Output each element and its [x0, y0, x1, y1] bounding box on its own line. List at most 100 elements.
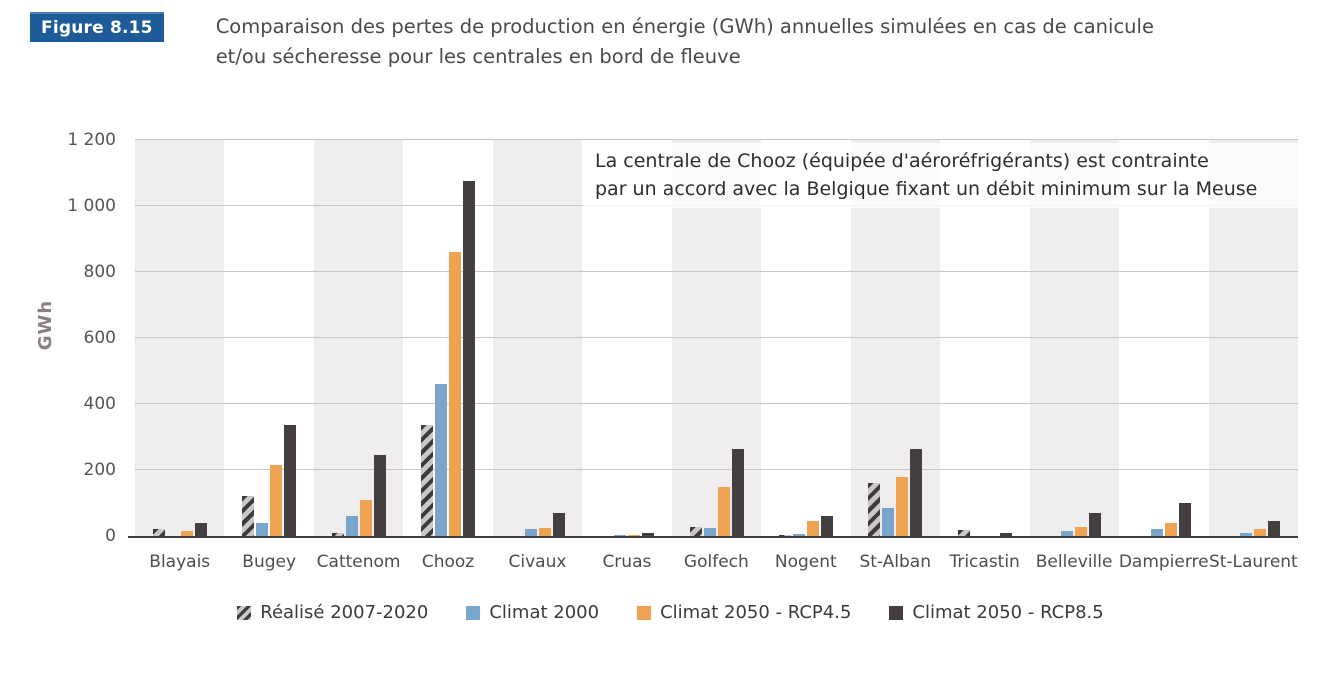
annotation: La centrale de Chooz (équipée d'aéroréfr… — [583, 143, 1333, 208]
bar — [957, 530, 970, 536]
legend-item: Climat 2050 - RCP8.5 — [889, 602, 1104, 623]
x-label-st-laurent: St-Laurent — [1208, 552, 1298, 572]
annotation-line1: La centrale de Chooz (équipée d'aéroréfr… — [595, 150, 1209, 172]
figure-title: Comparaison des pertes de production en … — [216, 12, 1154, 72]
bar — [868, 483, 881, 536]
bar-group-belleville — [1030, 140, 1119, 536]
x-axis-labels: Blayais Bugey Cattenom Chooz Civaux Cruas Golf… — [135, 552, 1298, 572]
bar — [1178, 503, 1191, 536]
bar — [882, 507, 895, 536]
legend-label: Réalisé 2007-2020 — [260, 602, 429, 623]
band-blayais — [135, 140, 225, 536]
legend: Réalisé 2007-2020 Climat 2000 Climat 2050 … — [0, 602, 1341, 623]
legend-label: Climat 2050 - RCP4.5 — [660, 602, 852, 623]
annotation-line2: par un accord avec la Belgique fixant un… — [595, 177, 1258, 200]
gridline-800 — [135, 271, 1298, 272]
x-label-golfech: Golfech — [683, 552, 749, 572]
x-label-dampierre: Dampierre — [1118, 552, 1209, 572]
bar-group-nogent — [761, 140, 850, 536]
bar-group-bugey — [224, 140, 313, 536]
x-axis-line — [128, 536, 1298, 538]
x-label-nogent: Nogent — [774, 552, 837, 572]
y-tick-label: 1 000 — [67, 196, 116, 216]
bar — [1240, 532, 1253, 536]
y-tick-label: 1 200 — [67, 130, 116, 150]
bar — [284, 425, 297, 536]
bar-group-tricastin — [940, 140, 1029, 536]
bar — [345, 516, 358, 536]
bar — [435, 384, 448, 536]
legend-swatch — [889, 605, 904, 620]
y-tick-label: 200 — [83, 460, 116, 480]
legend-item: Réalisé 2007-2020 — [237, 602, 428, 623]
x-label-cattenom: Cattenom — [316, 552, 401, 572]
x-label-st-alban: St-Alban — [859, 552, 931, 572]
gridline-400 — [135, 403, 1298, 404]
bar-group-golfech — [672, 140, 761, 536]
bar-group-cattenom — [314, 140, 403, 536]
bar — [779, 535, 792, 536]
bar — [628, 534, 641, 536]
bar — [538, 527, 551, 536]
legend-swatch — [466, 605, 481, 620]
bar — [807, 521, 820, 536]
bar — [910, 448, 923, 536]
bar — [731, 448, 744, 536]
legend-swatch — [237, 605, 252, 620]
bar-group-civaux — [493, 140, 582, 536]
bar — [689, 526, 702, 536]
bar — [703, 527, 716, 536]
bar — [1150, 529, 1163, 536]
bar — [717, 486, 730, 536]
bar — [614, 535, 627, 536]
bar — [999, 533, 1012, 536]
figure-title-line1: Comparaison des pertes de production en … — [215, 15, 1154, 38]
legend-label: Climat 2050 - RCP8.5 — [912, 602, 1104, 623]
bar — [152, 529, 165, 536]
legend-item: Climat 2000 — [466, 602, 599, 623]
bar-group-cruas — [582, 140, 671, 536]
bar — [896, 476, 909, 536]
gridline-600 — [135, 337, 1298, 338]
x-label-bugey: Bugey — [242, 552, 297, 572]
figure-title-line2: et/ou sécheresse pour les centrales en b… — [215, 45, 741, 68]
bar — [180, 531, 193, 536]
x-label-blayais: Blayais — [149, 552, 211, 572]
bar — [552, 512, 565, 536]
bar-group-dampierre — [1119, 140, 1208, 536]
bar — [194, 522, 207, 536]
bar — [1164, 523, 1177, 536]
x-label-cruas: Cruas — [602, 552, 652, 572]
x-label-chooz: Chooz — [421, 552, 475, 572]
bar — [331, 533, 344, 536]
bar — [1075, 526, 1088, 536]
x-label-belleville: Belleville — [1035, 552, 1113, 572]
bar — [1268, 521, 1281, 536]
bar — [463, 181, 476, 536]
gridline-1200 — [135, 139, 1298, 140]
plot-area: La centrale de Chooz (équipée d'aéroréfr… — [128, 139, 1333, 538]
figure-badge: Figure 8.15 — [30, 12, 164, 42]
legend-label: Climat 2000 — [489, 602, 600, 623]
bar — [421, 425, 434, 536]
band-cattenom — [313, 140, 404, 536]
legend-item: Climat 2050 - RCP4.5 — [637, 602, 851, 623]
bar — [1061, 531, 1074, 536]
legend-swatch — [637, 605, 652, 620]
bar-groups — [135, 140, 1298, 536]
bar-group-chooz — [403, 140, 492, 536]
bar — [270, 465, 283, 536]
gridline-200 — [135, 469, 1298, 470]
bar — [256, 522, 269, 536]
y-tick-label: 600 — [83, 328, 116, 348]
bar — [449, 252, 462, 536]
bar — [373, 455, 386, 536]
figure-header: Figure 8.15 Comparaison des pertes de pr… — [30, 12, 1154, 72]
bar — [821, 516, 834, 536]
band-civaux — [492, 140, 583, 536]
bar — [1089, 512, 1102, 536]
y-tick-label: 0 — [105, 526, 116, 546]
y-tick-label: 400 — [83, 394, 116, 414]
bar — [642, 532, 655, 536]
